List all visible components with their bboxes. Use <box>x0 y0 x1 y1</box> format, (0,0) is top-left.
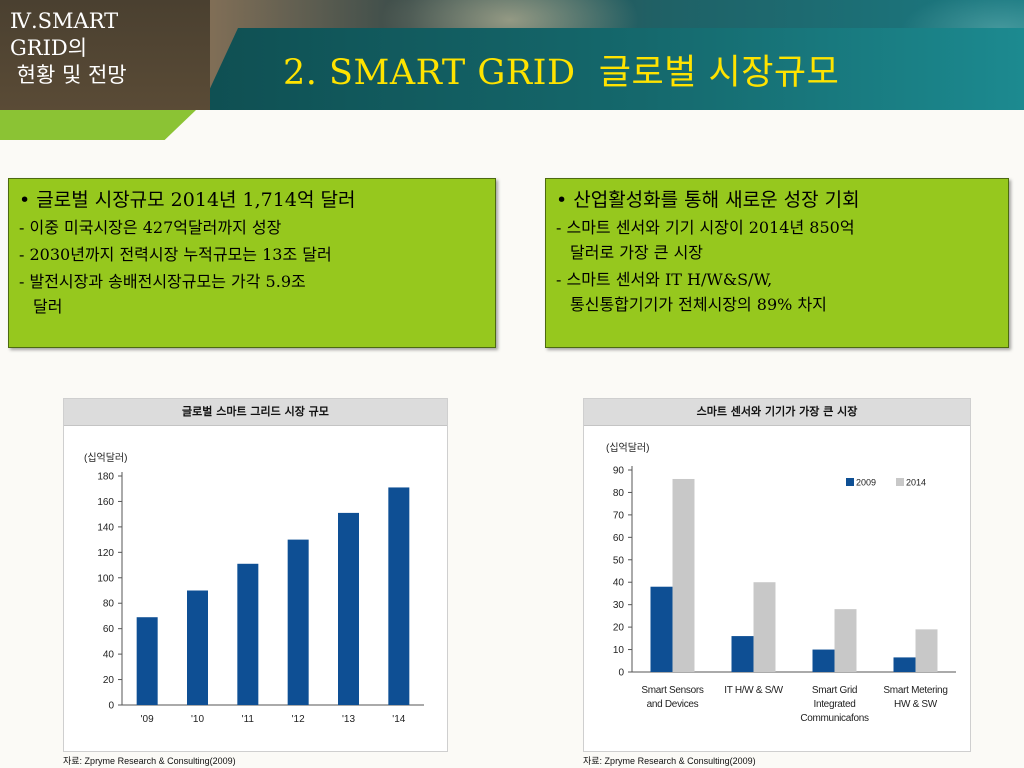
x-tick-label: Communicafons <box>800 713 869 724</box>
unit-label: (십억달러) <box>84 452 127 464</box>
left-item-text: - 발전시장과 송배전시장규모는 가각 5.9조 <box>19 272 306 291</box>
y-tick-label: 30 <box>613 600 625 611</box>
left-summary-box: • 글로벌 시장규모 2014년 1,714억 달러 - 이중 미국시장은 42… <box>8 178 496 348</box>
bar-2009 <box>893 657 916 672</box>
y-tick-label: 60 <box>103 624 115 635</box>
chart-source: 자료: Zpryme Research & Consulting(2009) <box>583 756 756 766</box>
section-label-line: 현황 및 전망 <box>10 63 127 87</box>
right-item: - 스마트 센서와 IT H/W&S/W, 통신통합기기가 전체시장의 89% … <box>556 267 998 317</box>
bar-2014 <box>915 629 938 672</box>
chart-title: 글로벌 스마트 그리드 시장 규모 <box>64 399 447 426</box>
y-tick-label: 40 <box>613 578 625 589</box>
left-item: - 2030년까지 전력시장 누적규모는 13조 달러 <box>19 242 485 267</box>
sensor-market-chart-plot: (십억달러) 0 10 20 30 40 50 60 70 80 90 Smart Sensors an… <box>606 442 956 724</box>
bar-2014 <box>672 478 695 672</box>
y-tick-label: 80 <box>613 488 625 499</box>
x-tick-label: '09 <box>141 714 154 725</box>
unit-label: (십억달러) <box>606 442 649 454</box>
y-tick-label: 50 <box>613 555 625 566</box>
left-item-text: - 이중 미국시장은 427억달러까지 성장 <box>19 218 282 237</box>
y-tick-label: 20 <box>613 623 625 634</box>
x-tick-label: Smart Metering <box>883 685 947 696</box>
page-title: 2. SMART GRID 글로벌 시장규모 <box>283 53 840 93</box>
y-tick-label: 70 <box>613 510 625 521</box>
legend-label: 2014 <box>906 478 926 488</box>
left-item-text: - 2030년까지 전력시장 누적규모는 13조 달러 <box>19 245 332 264</box>
right-item-text: - 스마트 센서와 기기 시장이 2014년 850억 <box>556 218 855 237</box>
right-item-text: - 스마트 센서와 IT H/W&S/W, <box>556 270 773 289</box>
global-market-chart-plot: (십억달러) 0 20 40 60 80 100 120 140 160 180 '09 '10 '11 '… <box>84 452 424 725</box>
section-label-line: GRID의 <box>10 36 88 60</box>
x-tick-label: HW & SW <box>894 699 938 710</box>
y-tick-label: 80 <box>103 599 115 610</box>
title-band <box>200 28 1024 110</box>
bar <box>187 590 208 705</box>
legend-swatch <box>846 478 854 486</box>
x-tick-label: IT H/W & S/W <box>724 685 783 696</box>
bar-2009 <box>731 636 754 672</box>
x-tick-label: Integrated <box>813 699 855 710</box>
left-item-continuation: 달러 <box>33 297 63 316</box>
global-market-chart: 글로벌 스마트 그리드 시장 규모 (십억달러) 0 20 40 60 80 100 120 1… <box>63 398 448 752</box>
y-tick-label: 20 <box>103 675 115 686</box>
section-box <box>0 0 210 110</box>
bar <box>237 563 259 705</box>
bar-2014 <box>753 582 776 672</box>
right-item-continuation: 통신통합기기가 전체시장의 89% 차지 <box>570 295 827 314</box>
bar-2009 <box>812 649 835 672</box>
x-tick-label: '14 <box>392 714 405 725</box>
sensor-market-chart: 스마트 센서와 기기가 가장 큰 시장 (십억달러) 0 10 20 30 40 50 60 7… <box>583 398 971 752</box>
bar <box>338 512 359 705</box>
x-tick-label: and Devices <box>647 699 699 710</box>
y-tick-label: 160 <box>97 497 114 508</box>
y-tick-label: 10 <box>613 645 625 656</box>
bar-2014 <box>834 609 857 672</box>
bar-2009 <box>650 586 673 672</box>
bar <box>287 539 309 705</box>
y-tick-label: 120 <box>97 548 114 559</box>
section-label: Ⅳ.SMART GRID의 현황 및 전망 <box>10 8 200 89</box>
bar <box>136 617 158 705</box>
x-tick-label: Smart Sensors <box>641 685 704 696</box>
y-tick-label: 0 <box>618 668 624 679</box>
x-tick-label: '13 <box>342 714 355 725</box>
right-item-continuation: 달러로 가장 큰 시장 <box>570 243 704 262</box>
left-item: - 발전시장과 송배전시장규모는 가각 5.9조 달러 <box>19 269 485 319</box>
x-tick-label: '12 <box>292 714 305 725</box>
green-accent-bar <box>0 110 196 140</box>
left-item: - 이중 미국시장은 427억달러까지 성장 <box>19 215 485 240</box>
right-item: - 스마트 센서와 기기 시장이 2014년 850억 달러로 가장 큰 시장 <box>556 215 998 265</box>
left-headline: • 글로벌 시장규모 2014년 1,714억 달러 <box>19 189 356 211</box>
y-tick-label: 90 <box>613 466 625 477</box>
right-headline: • 산업활성화를 통해 새로운 성장 기회 <box>556 189 860 211</box>
y-tick-label: 140 <box>97 522 114 533</box>
x-tick-label: '10 <box>191 714 204 725</box>
legend-label: 2009 <box>856 478 876 488</box>
legend-swatch <box>896 478 904 486</box>
chart-source: 자료: Zpryme Research & Consulting(2009) <box>63 756 236 766</box>
y-tick-label: 0 <box>108 701 114 712</box>
slide-header: Ⅳ.SMART GRID의 현황 및 전망 2. SMART GRID 글로벌 … <box>0 0 1024 110</box>
y-tick-label: 180 <box>97 472 114 483</box>
bar <box>388 487 410 705</box>
y-tick-label: 100 <box>97 573 114 584</box>
section-label-line: Ⅳ.SMART <box>10 9 119 33</box>
x-tick-label: Smart Grid <box>812 685 857 696</box>
chart-title: 스마트 센서와 기기가 가장 큰 시장 <box>584 399 970 426</box>
right-summary-box: • 산업활성화를 통해 새로운 성장 기회 - 스마트 센서와 기기 시장이 2… <box>545 178 1009 348</box>
y-tick-label: 60 <box>613 533 625 544</box>
y-tick-label: 40 <box>103 650 115 661</box>
x-tick-label: '11 <box>242 714 255 725</box>
